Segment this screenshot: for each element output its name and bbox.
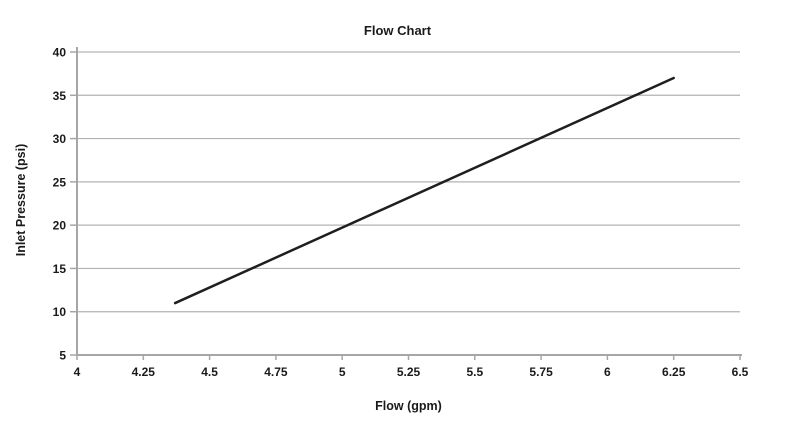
x-tick-label: 4 <box>74 365 81 379</box>
y-tick-label: 35 <box>53 89 67 103</box>
y-tick-label: 25 <box>53 175 67 189</box>
x-tick-label: 4.75 <box>264 365 288 379</box>
y-tick-label: 20 <box>53 219 67 233</box>
y-tick-label: 40 <box>53 46 67 60</box>
x-tick-label: 4.25 <box>132 365 156 379</box>
x-tick-label: 5.5 <box>466 365 483 379</box>
x-tick-label: 6.5 <box>732 365 749 379</box>
x-tick-label: 5 <box>339 365 346 379</box>
y-tick-label: 15 <box>53 262 67 276</box>
y-tick-label: 10 <box>53 305 67 319</box>
x-tick-label: 5.25 <box>397 365 421 379</box>
y-tick-label: 5 <box>59 349 66 363</box>
chart-title: Flow Chart <box>363 23 432 38</box>
x-tick-label: 6 <box>604 365 611 379</box>
x-tick-label: 4.5 <box>201 365 218 379</box>
data-line <box>173 76 675 305</box>
x-axis-title: Flow (gpm) <box>375 399 442 413</box>
y-tick-label: 30 <box>53 132 67 146</box>
x-tick-label: 5.75 <box>529 365 553 379</box>
x-tick-label: 6.25 <box>662 365 686 379</box>
